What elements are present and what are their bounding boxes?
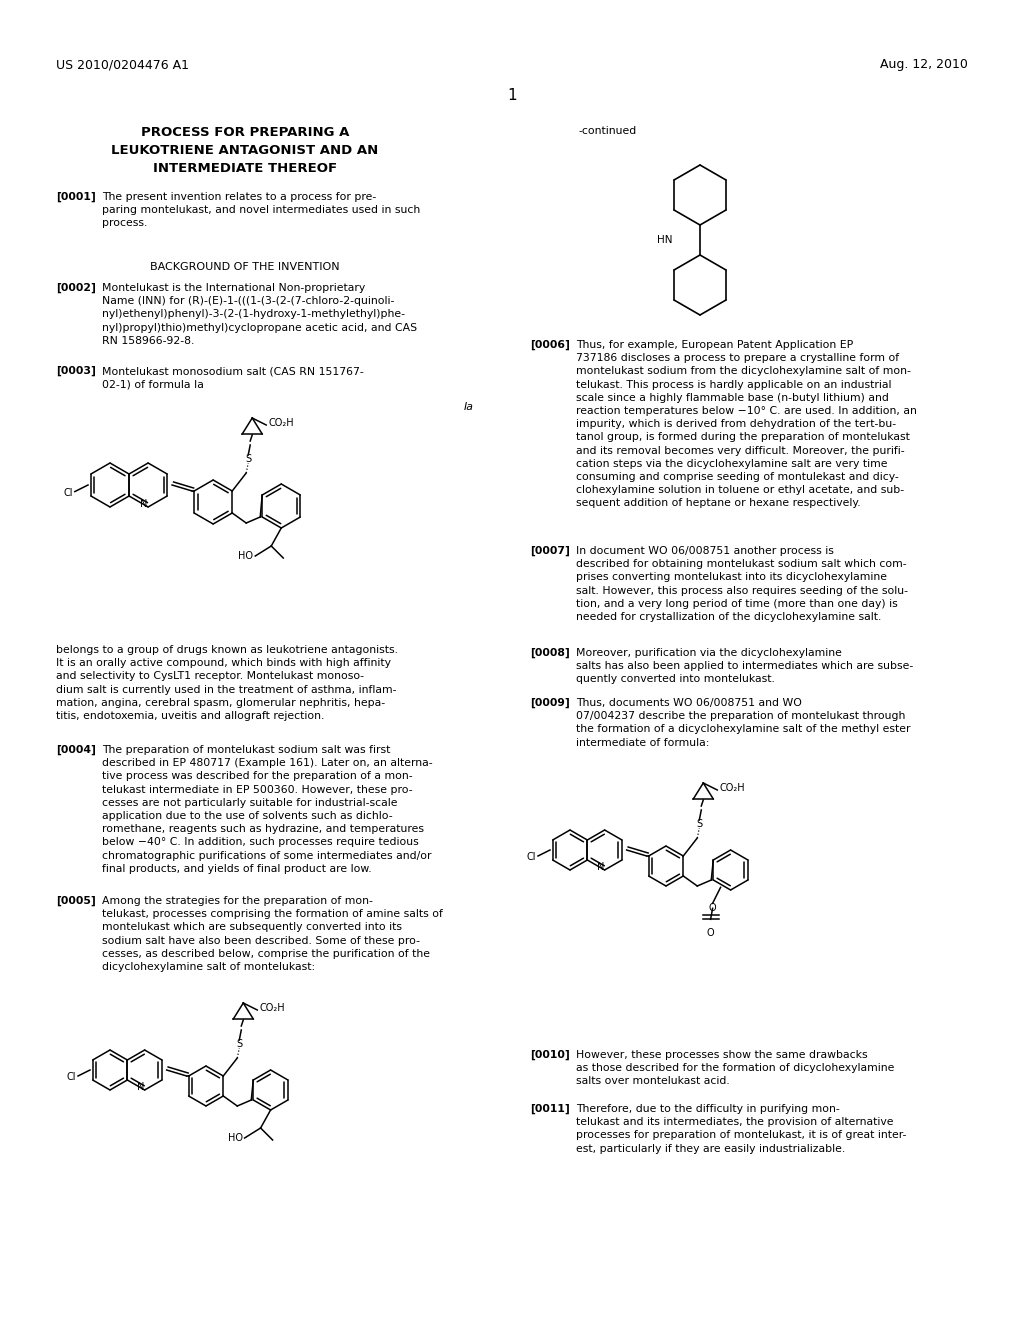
Text: [0009]: [0009] (530, 698, 569, 709)
Text: Therefore, due to the difficulty in purifying mon-
telukast and its intermediate: Therefore, due to the difficulty in puri… (575, 1104, 906, 1154)
Text: [0008]: [0008] (530, 648, 569, 659)
Text: US 2010/0204476 A1: US 2010/0204476 A1 (56, 58, 189, 71)
Text: HO: HO (227, 1133, 243, 1143)
Text: [0006]: [0006] (530, 341, 570, 350)
Text: INTERMEDIATE THEREOF: INTERMEDIATE THEREOF (153, 162, 337, 176)
Text: N: N (137, 1082, 144, 1092)
Text: belongs to a group of drugs known as leukotriene antagonists.
It is an orally ac: belongs to a group of drugs known as leu… (56, 645, 398, 721)
Text: [0007]: [0007] (530, 546, 570, 556)
Text: [0002]: [0002] (56, 282, 96, 293)
Text: Moreover, purification via the dicyclohexylamine
salts has also been applied to : Moreover, purification via the dicyclohe… (575, 648, 913, 684)
Text: Ia: Ia (464, 403, 474, 412)
Text: [0011]: [0011] (530, 1104, 569, 1114)
Text: CO₂H: CO₂H (259, 1003, 285, 1012)
Text: S: S (237, 1039, 243, 1049)
Text: HO: HO (239, 550, 253, 561)
Text: [0003]: [0003] (56, 366, 96, 376)
Text: O: O (707, 928, 715, 939)
Text: HN: HN (656, 235, 672, 246)
Text: The present invention relates to a process for pre-
paring montelukast, and nove: The present invention relates to a proce… (102, 191, 420, 228)
Text: Cl: Cl (63, 487, 73, 498)
Text: PROCESS FOR PREPARING A: PROCESS FOR PREPARING A (141, 125, 349, 139)
Text: Montelukast is the International Non-proprietary
Name (INN) for (R)-(E)-1-(((1-(: Montelukast is the International Non-pro… (102, 282, 417, 346)
Text: [0001]: [0001] (56, 191, 96, 202)
Text: O: O (709, 903, 717, 913)
Text: Cl: Cl (526, 851, 536, 862)
Text: CO₂H: CO₂H (719, 783, 744, 793)
Text: However, these processes show the same drawbacks
as those described for the form: However, these processes show the same d… (575, 1049, 894, 1086)
Text: Thus, documents WO 06/008751 and WO
07/004237 describe the preparation of montel: Thus, documents WO 06/008751 and WO 07/0… (575, 698, 910, 747)
Text: CO₂H: CO₂H (268, 418, 294, 428)
Text: Aug. 12, 2010: Aug. 12, 2010 (880, 58, 968, 71)
Text: LEUKOTRIENE ANTAGONIST AND AN: LEUKOTRIENE ANTAGONIST AND AN (112, 144, 379, 157)
Text: [0005]: [0005] (56, 896, 96, 907)
Text: 1: 1 (507, 88, 517, 103)
Text: BACKGROUND OF THE INVENTION: BACKGROUND OF THE INVENTION (151, 261, 340, 272)
Text: Montelukast monosodium salt (CAS RN 151767-
02-1) of formula Ia: Montelukast monosodium salt (CAS RN 1517… (102, 366, 364, 389)
Text: N: N (140, 499, 147, 510)
Text: S: S (245, 454, 251, 465)
Text: Cl: Cl (67, 1072, 76, 1082)
Text: In document WO 06/008751 another process is
described for obtaining montelukast : In document WO 06/008751 another process… (575, 546, 908, 622)
Text: -continued: -continued (578, 125, 636, 136)
Text: N: N (597, 862, 604, 873)
Text: [0010]: [0010] (530, 1049, 569, 1060)
Text: S: S (696, 818, 702, 829)
Text: The preparation of montelukast sodium salt was first
described in EP 480717 (Exa: The preparation of montelukast sodium sa… (102, 744, 432, 874)
Text: Among the strategies for the preparation of mon-
telukast, processes comprising : Among the strategies for the preparation… (102, 896, 442, 972)
Text: [0004]: [0004] (56, 744, 96, 755)
Text: Thus, for example, European Patent Application EP
737186 discloses a process to : Thus, for example, European Patent Appli… (575, 341, 916, 508)
